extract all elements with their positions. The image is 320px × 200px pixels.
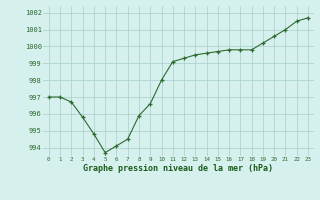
X-axis label: Graphe pression niveau de la mer (hPa): Graphe pression niveau de la mer (hPa) xyxy=(84,164,273,173)
